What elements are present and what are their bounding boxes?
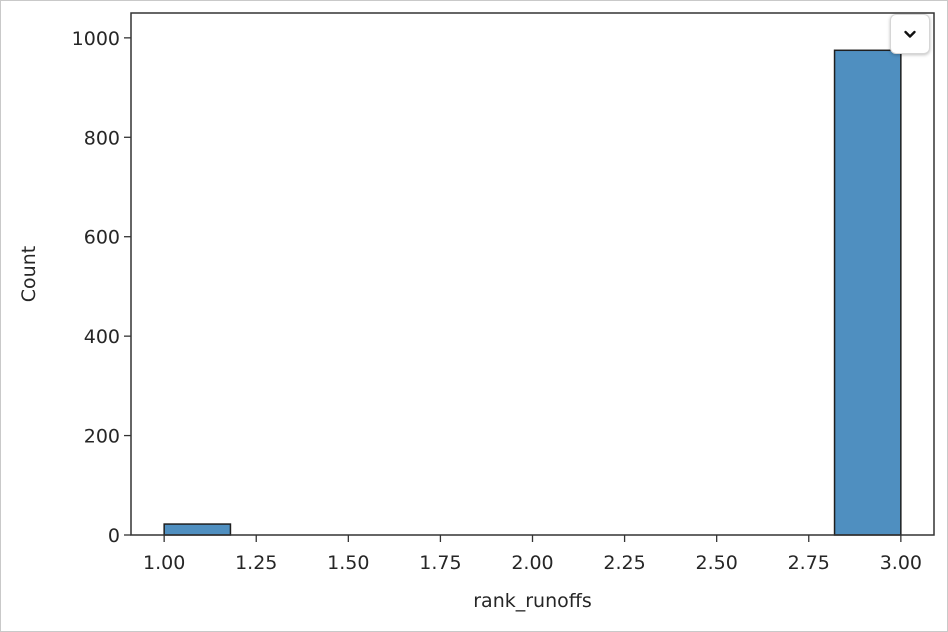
x-tick-label: 1.75: [419, 552, 461, 574]
y-tick-label: 200: [84, 426, 120, 448]
y-axis: 0 200 400 600 800 1000: [72, 28, 131, 547]
histogram-bar: [835, 50, 901, 535]
y-tick-label: 0: [108, 525, 120, 547]
y-axis-label: Count: [18, 246, 40, 302]
x-tick-label: 2.00: [511, 552, 553, 574]
x-axis: 1.00 1.25 1.50 1.75 2.00 2.25 2.50 2.75 3.00: [143, 535, 922, 574]
x-tick-label: 1.00: [143, 552, 185, 574]
chevron-down-icon: [902, 26, 918, 42]
y-tick-label: 600: [84, 227, 120, 249]
y-tick-label: 400: [84, 326, 120, 348]
y-tick-label: 800: [84, 127, 120, 149]
output-menu-button[interactable]: [890, 14, 930, 54]
x-tick-label: 3.00: [880, 552, 922, 574]
x-axis-label: rank_runoffs: [473, 590, 592, 612]
y-tick-label: 1000: [72, 28, 120, 50]
x-tick-label: 2.25: [603, 552, 645, 574]
x-tick-label: 2.75: [788, 552, 830, 574]
histogram-bar: [164, 524, 230, 535]
x-tick-label: 1.25: [235, 552, 277, 574]
x-tick-label: 1.50: [327, 552, 369, 574]
bars-layer: [164, 50, 901, 535]
x-tick-label: 2.50: [696, 552, 738, 574]
plot-area-border: [131, 13, 934, 535]
